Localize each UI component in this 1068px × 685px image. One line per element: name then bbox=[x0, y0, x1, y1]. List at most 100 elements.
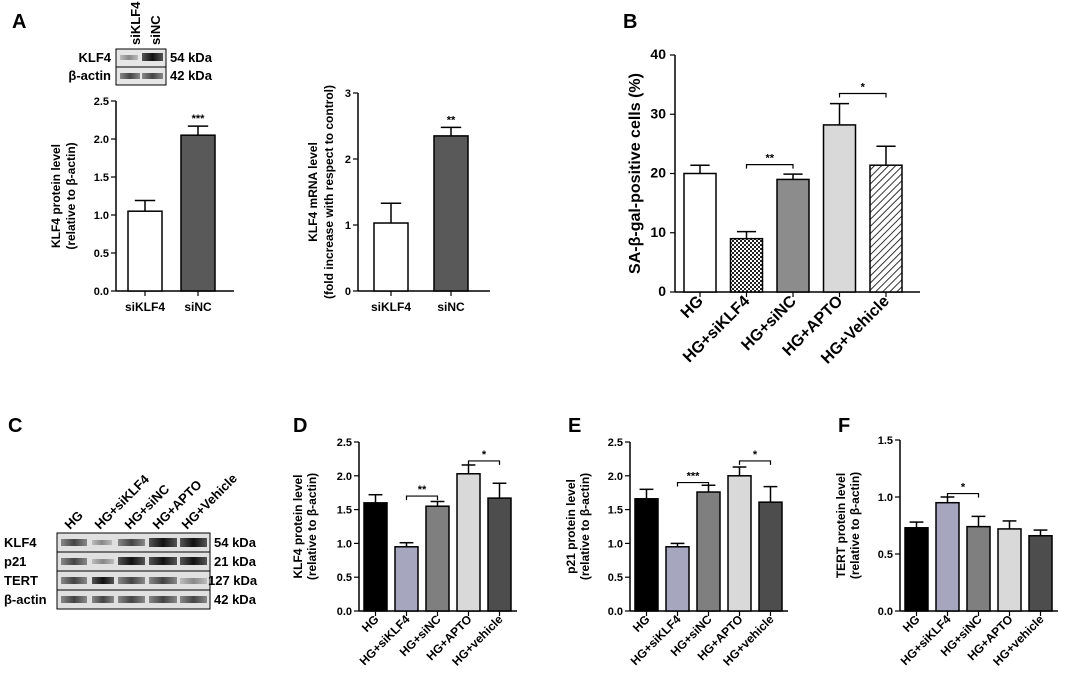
bar bbox=[966, 525, 991, 612]
blot-c-size-label: 21 kDa bbox=[214, 554, 257, 569]
y-tick-label: 0.5 bbox=[608, 572, 623, 584]
bar bbox=[935, 501, 960, 612]
significance-label: ** bbox=[418, 484, 427, 496]
y-axis-label: (relative to β-actin) bbox=[305, 473, 319, 580]
y-tick-label: 1.0 bbox=[878, 492, 893, 504]
blot-a-band bbox=[142, 53, 163, 61]
y-tick-label: 1.0 bbox=[337, 538, 352, 550]
y-tick-label: 0.0 bbox=[608, 606, 623, 618]
bar bbox=[127, 210, 163, 292]
significance-bracket bbox=[467, 460, 501, 465]
bar bbox=[904, 527, 929, 612]
y-tick-label: 1.0 bbox=[94, 210, 109, 222]
chart-a-klf4-mrna: 0 1 2 3 KLF4 mRNA level (fold increase with r… bbox=[306, 85, 490, 314]
y-tick-label: 0 bbox=[345, 286, 351, 298]
y-tick-label: 2.0 bbox=[337, 471, 352, 483]
bar bbox=[822, 124, 857, 293]
panel-label-b: B bbox=[623, 11, 637, 33]
blot-a-lane-label: siKLF4 bbox=[128, 1, 143, 45]
y-tick-label: 1.5 bbox=[878, 435, 893, 447]
blot-a-lane-label: siNC bbox=[148, 15, 163, 45]
significance-bracket bbox=[946, 492, 980, 498]
blot-c-band bbox=[149, 577, 177, 584]
y-tick-label: 2.5 bbox=[608, 437, 623, 449]
panel-label-d: D bbox=[293, 415, 307, 437]
western-blot-a: siKLF4 siNC KLF4 β-actin 54 kDa 42 kDa bbox=[68, 1, 213, 86]
significance-label: * bbox=[861, 82, 866, 94]
y-tick-label: 0.5 bbox=[94, 248, 109, 260]
y-axis-label: SA-β-gal-positive cells (%) bbox=[627, 73, 644, 274]
y-tick-label: 1.5 bbox=[337, 505, 352, 517]
significance-bracket bbox=[676, 481, 710, 487]
y-tick-label: 20 bbox=[650, 165, 666, 181]
panel-label-f: F bbox=[838, 415, 850, 437]
x-tick-label: siNC bbox=[437, 300, 465, 314]
bar bbox=[758, 501, 783, 612]
blot-a-size-label: 42 kDa bbox=[170, 68, 213, 83]
bar bbox=[1028, 535, 1053, 612]
blot-c-band bbox=[180, 557, 207, 565]
bar bbox=[665, 546, 690, 612]
x-tick-label: HG bbox=[630, 612, 653, 635]
blot-a-protein-label: β-actin bbox=[68, 68, 111, 83]
x-tick-label: HG bbox=[359, 612, 382, 635]
blot-c-protein-label: TERT bbox=[4, 573, 38, 588]
significance-bracket bbox=[838, 92, 887, 98]
blot-a-protein-label: KLF4 bbox=[79, 50, 112, 65]
blot-c-band bbox=[149, 596, 177, 603]
blot-c-size-label: 42 kDa bbox=[214, 592, 257, 607]
y-tick-label: 2.5 bbox=[94, 96, 109, 108]
significance-label: * bbox=[482, 449, 487, 461]
chart-d-klf4-protein: 0.0 0.5 1.0 1.5 2.0 2.5 KLF4 protein level (rel… bbox=[291, 437, 517, 669]
bar bbox=[373, 222, 409, 292]
bar bbox=[180, 134, 216, 292]
bar bbox=[869, 164, 903, 293]
x-tick-label: HG bbox=[678, 293, 707, 322]
y-tick-label: 0.5 bbox=[878, 549, 893, 561]
significance-label: * bbox=[961, 482, 966, 494]
y-tick-label: 40 bbox=[650, 46, 666, 62]
y-tick-label: 0.0 bbox=[878, 606, 893, 618]
significance-bracket bbox=[745, 164, 794, 169]
bar bbox=[729, 237, 764, 293]
blot-c-band bbox=[180, 538, 207, 547]
bar bbox=[487, 497, 512, 612]
y-axis-label: p21 protein level bbox=[564, 479, 578, 574]
bar bbox=[363, 502, 388, 612]
x-tick-label: siKLF4 bbox=[125, 300, 165, 314]
chart-f-tert-protein: 0.0 0.5 1.0 1.5 TERT protein level (relative … bbox=[834, 435, 1058, 669]
significance-bracket bbox=[405, 495, 439, 501]
y-tick-label: 1.5 bbox=[94, 172, 109, 184]
chart-a-klf4-protein: 0.0 0.5 1.0 1.5 2.0 2.5 KLF4 protein level (rel… bbox=[49, 96, 234, 314]
blot-c-protein-label: p21 bbox=[4, 554, 26, 569]
y-axis-label: (fold increase with respect to control) bbox=[322, 85, 336, 299]
y-axis-label: (relative to β-actin) bbox=[578, 473, 592, 580]
significance-label: *** bbox=[687, 471, 701, 483]
y-tick-label: 1.5 bbox=[608, 505, 623, 517]
y-tick-label: 2.5 bbox=[337, 437, 352, 449]
panel-label-c: C bbox=[8, 415, 22, 437]
bar bbox=[997, 528, 1022, 612]
blot-c-size-label: 127 kDa bbox=[208, 573, 258, 588]
blot-c-band bbox=[118, 596, 145, 603]
y-tick-label: 2 bbox=[345, 154, 351, 166]
blot-a-band bbox=[120, 73, 140, 79]
western-blot-c: HG HG+siKLF4 HG+siNC HG+APTO HG+Vehicle bbox=[4, 471, 258, 610]
significance-label: * bbox=[753, 449, 758, 461]
y-tick-label: 0.0 bbox=[337, 606, 352, 618]
y-axis-label: KLF4 mRNA level bbox=[306, 142, 320, 242]
significance-label: *** bbox=[192, 113, 206, 125]
y-axis-label: (relative to β-actin) bbox=[848, 472, 862, 579]
y-axis-label: KLF4 protein level bbox=[291, 474, 305, 578]
panel-label-e: E bbox=[568, 415, 581, 437]
y-tick-label: 0.0 bbox=[94, 286, 109, 298]
blot-c-size-label: 54 kDa bbox=[214, 535, 257, 550]
blot-c-lane-label: HG bbox=[62, 508, 86, 532]
significance-bracket bbox=[738, 460, 772, 465]
bar bbox=[776, 178, 810, 293]
blot-c-protein-label: β-actin bbox=[4, 592, 47, 607]
blot-c-band bbox=[149, 557, 177, 565]
blot-c-band bbox=[118, 557, 145, 565]
